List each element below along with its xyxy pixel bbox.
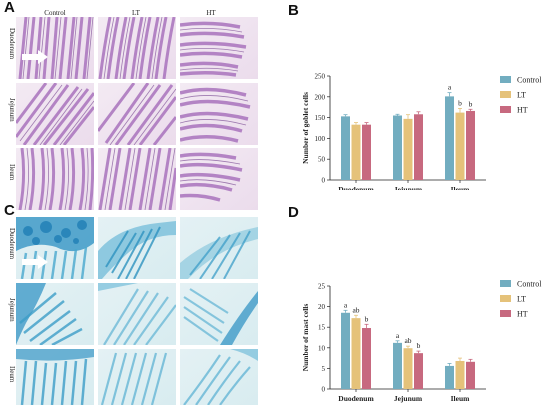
x-tick-label: Duodenum	[338, 185, 374, 190]
significance-label: b	[469, 99, 473, 108]
bar	[393, 342, 402, 389]
pas-jejunum-control-image	[16, 83, 94, 145]
legend-swatch	[500, 91, 511, 98]
panel-label-a: A	[4, 0, 15, 16]
row-label-ileum: Ileum	[8, 365, 16, 383]
significance-label: a	[344, 300, 348, 309]
bar	[362, 328, 371, 389]
legend-label: LT	[517, 295, 526, 304]
row-label-ileum: Ileum	[8, 163, 16, 181]
bar	[393, 115, 402, 180]
bar	[414, 353, 423, 389]
ab-jejunum-ht-image	[180, 283, 258, 345]
panel-label-d: D	[288, 204, 299, 221]
x-tick-label: Jejunum	[394, 185, 423, 190]
x-tick-label: Ileum	[451, 394, 471, 403]
row-label-duodenum: Duodenum	[8, 228, 16, 260]
significance-label: ab	[404, 336, 411, 345]
column-label-control: Control	[44, 9, 66, 17]
legend-swatch	[500, 280, 511, 287]
ab-duodenum-control-image	[16, 217, 94, 279]
y-axis-title: Number of goblet cells	[301, 92, 310, 164]
pas-duodenum-ht-image	[180, 17, 258, 79]
arrow-icon	[22, 255, 48, 269]
y-tick-label: 5	[322, 365, 326, 373]
row-label-duodenum: Duodenum	[8, 28, 16, 60]
arrow-icon	[22, 50, 48, 64]
x-tick-label: Jejunum	[394, 394, 423, 403]
bar	[403, 348, 413, 389]
y-tick-label: 50	[318, 156, 326, 164]
legend-swatch	[500, 310, 511, 317]
ab-duodenum-lt-image	[98, 217, 176, 279]
significance-label: b	[417, 341, 421, 350]
legend-label: LT	[517, 91, 526, 100]
y-tick-label: 0	[322, 386, 326, 394]
y-axis-title: Number of mast cells	[301, 304, 310, 372]
x-tick-label: Duodenum	[338, 394, 374, 403]
bar	[455, 360, 465, 389]
pas-ileum-lt-image	[98, 148, 176, 210]
pas-jejunum-ht-image	[180, 83, 258, 145]
legend-label: HT	[517, 310, 528, 319]
significance-label: a	[448, 83, 452, 92]
legend-swatch	[500, 76, 511, 83]
row-label-jejunum: Jejunum	[8, 98, 16, 122]
significance-label: b	[365, 314, 369, 323]
pas-duodenum-control-image	[16, 17, 94, 79]
ab-jejunum-control-image	[16, 283, 94, 345]
legend-label: Control	[517, 280, 542, 289]
column-label-lt: LT	[132, 9, 140, 17]
row-label-jejunum: Jejunum	[8, 298, 16, 322]
pas-jejunum-lt-image	[98, 83, 176, 145]
legend-label: Control	[517, 76, 542, 85]
panel-label-b: B	[288, 2, 299, 19]
pas-duodenum-lt-image	[98, 17, 176, 79]
legend-swatch	[500, 106, 511, 113]
bar	[414, 114, 423, 180]
significance-label: ab	[352, 305, 359, 314]
legend-swatch	[500, 295, 511, 302]
y-tick-label: 0	[322, 177, 326, 185]
significance-label: b	[458, 98, 462, 107]
y-tick-label: 25	[318, 283, 326, 291]
goblet-cells-bar-chart: 0 50 100 150 200 250 Number of goblet cells Duo…	[301, 73, 542, 191]
legend-label: HT	[517, 106, 528, 115]
x-tick-label: Ileum	[451, 185, 471, 190]
ab-ileum-control-image	[16, 349, 94, 405]
bar	[351, 318, 361, 389]
y-tick-label: 100	[315, 135, 326, 143]
y-tick-label: 10	[318, 344, 326, 352]
panel-label-c: C	[4, 202, 15, 219]
significance-label: a	[396, 331, 400, 340]
ab-ileum-ht-image	[180, 349, 258, 405]
y-tick-label: 200	[315, 93, 326, 101]
bar	[445, 365, 454, 389]
bar	[403, 118, 413, 180]
y-tick-label: 150	[315, 114, 326, 122]
y-tick-label: 15	[318, 324, 326, 332]
bar	[341, 312, 350, 389]
bar	[351, 124, 361, 180]
y-tick-label: 250	[315, 73, 326, 81]
bar	[341, 116, 350, 180]
column-label-ht: HT	[206, 9, 216, 17]
ab-duodenum-ht-image	[180, 217, 258, 279]
bar	[445, 96, 454, 180]
y-tick-label: 20	[318, 303, 326, 311]
bar	[362, 124, 371, 180]
bar	[466, 110, 475, 180]
bar	[466, 361, 475, 389]
pas-ileum-ht-image	[180, 148, 258, 210]
pas-ileum-control-image	[16, 148, 94, 210]
ab-jejunum-lt-image	[98, 283, 176, 345]
ab-ileum-lt-image	[98, 349, 176, 405]
bar	[455, 112, 465, 180]
